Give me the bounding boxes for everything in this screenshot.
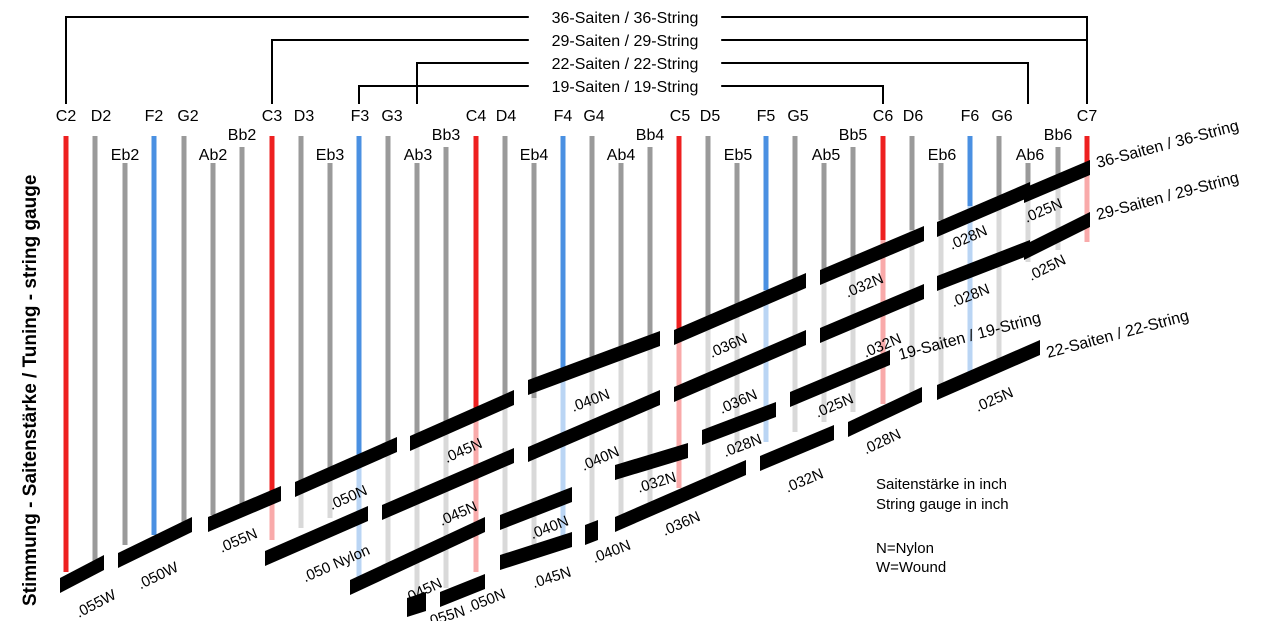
note-label-Ab5: Ab5 [812, 147, 841, 164]
bracket-label: 29-Saiten / 29-String [552, 33, 699, 50]
note-label-Ab2: Ab2 [199, 147, 228, 164]
bracket-2: 22-Saiten / 22-String [416, 56, 1029, 104]
note-label-Bb4: Bb4 [636, 127, 665, 144]
note-label-F2: F2 [145, 108, 164, 125]
bracket-1: 29-Saiten / 29-String [271, 33, 1088, 104]
row-label-3: 22-Saiten / 22-String [1045, 307, 1191, 361]
gauge-label: .055W [73, 586, 120, 621]
gauge-label: .036N [659, 508, 702, 540]
note-label-C6: C6 [873, 108, 894, 125]
note-label-D6: D6 [903, 108, 924, 125]
bracket-3: 19-Saiten / 19-String [358, 79, 884, 104]
gauge-label: .025N [1025, 251, 1068, 284]
note-label-F5: F5 [757, 108, 776, 125]
note-label-G5: G5 [787, 108, 808, 125]
note-label-D5: D5 [700, 108, 721, 125]
note-label-Eb4: Eb4 [520, 147, 549, 164]
row-label-0: 36-Saiten / 36-String [1095, 117, 1241, 171]
note-label-G2: G2 [177, 108, 198, 125]
note-label-G6: G6 [991, 108, 1012, 125]
legend: Saitenstärke in inch String gauge in inc… [876, 476, 1009, 576]
gauge-bar-10: .050 Nylon [265, 506, 372, 586]
note-label-C5: C5 [670, 108, 691, 125]
legend-line-2: String gauge in inch [876, 496, 1009, 513]
gauge-label: .036N [706, 330, 749, 362]
gauge-bar-3: .050N [295, 437, 397, 514]
note-label-Eb2: Eb2 [111, 147, 140, 164]
gauge-bar-23: .025N [937, 340, 1040, 416]
note-label-D3: D3 [294, 108, 315, 125]
gauge-bar-8: .028N [937, 182, 1030, 254]
gauge-label: .055N [216, 525, 259, 556]
string-count-brackets: 36-Saiten / 36-String 29-Saiten / 29-Stri… [65, 10, 1088, 104]
note-label-F6: F6 [961, 108, 980, 125]
note-label-Bb6: Bb6 [1044, 127, 1073, 144]
note-label-D2: D2 [91, 108, 112, 125]
gauge-label: .055N [424, 603, 467, 621]
bracket-label: 19-Saiten / 19-String [552, 79, 699, 96]
gauge-label: .025N [972, 384, 1015, 416]
gauge-label: .040N [590, 537, 633, 567]
note-label-Eb5: Eb5 [724, 147, 753, 164]
gauge-label: .050W [135, 558, 182, 593]
note-label-D4: D4 [496, 108, 517, 125]
row-label-1: 29-Saiten / 29-String [1095, 169, 1241, 223]
note-label-G4: G4 [583, 108, 604, 125]
gauge-label: .028N [860, 426, 903, 458]
note-label-Eb3: Eb3 [316, 147, 345, 164]
note-label-F3: F3 [351, 108, 370, 125]
note-label-G3: G3 [381, 108, 402, 125]
legend-line-1: Saitenstärke in inch [876, 476, 1007, 493]
note-label-Ab4: Ab4 [607, 147, 636, 164]
bracket-label: 22-Saiten / 22-String [552, 56, 699, 73]
note-label-Eb6: Eb6 [928, 147, 957, 164]
gauge-label: .045N [530, 564, 573, 592]
gauge-bar-21: .032N [760, 425, 834, 496]
note-label-C7: C7 [1077, 108, 1098, 125]
legend-line-4: N=Nylon [876, 540, 934, 557]
gauge-bar-7: .032N [820, 226, 924, 301]
gauge-label: .032N [783, 465, 826, 496]
note-label-C3: C3 [262, 108, 283, 125]
note-label-C2: C2 [56, 108, 77, 125]
note-label-Bb2: Bb2 [228, 127, 257, 144]
bracket-label: 36-Saiten / 36-String [552, 10, 699, 27]
gauge-bar-0: .055W [60, 555, 120, 621]
note-label-C4: C4 [466, 108, 487, 125]
vertical-title: Stimmung - Saitenstärke / Tuning - strin… [20, 175, 41, 606]
legend-line-5: W=Wound [876, 559, 946, 576]
gauge-label: .025N [813, 390, 856, 421]
gauge-label: .032N [843, 270, 886, 301]
note-label-Ab6: Ab6 [1016, 147, 1045, 164]
note-label-Bb3: Bb3 [432, 127, 461, 144]
note-label-F4: F4 [554, 108, 573, 125]
note-label-Bb5: Bb5 [839, 127, 868, 144]
note-label-Ab3: Ab3 [404, 147, 433, 164]
